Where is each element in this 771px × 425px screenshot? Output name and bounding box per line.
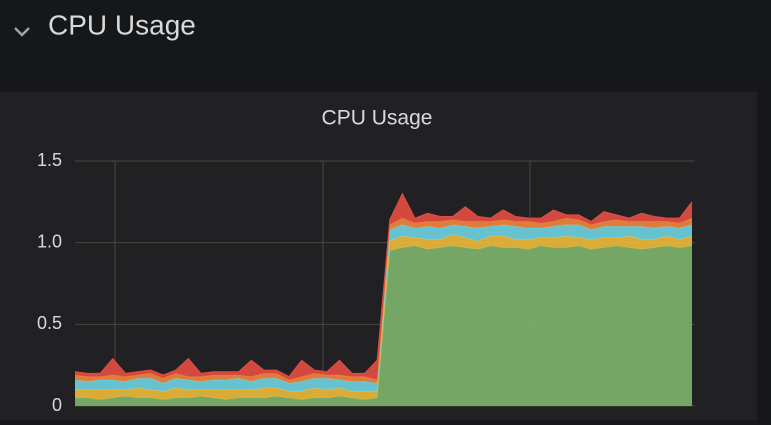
area-line [74,192,693,378]
y-tick-label: 0.5 [37,313,62,333]
row-header [0,0,771,92]
panel-title[interactable]: CPU Usage [322,107,433,130]
row-title[interactable]: CPU Usage [48,9,196,40]
y-tick-label: 0 [52,395,62,415]
y-tick-label: 1.0 [37,231,62,251]
collapse-chevron[interactable] [14,27,30,37]
y-tick-label: 1.5 [37,150,62,170]
